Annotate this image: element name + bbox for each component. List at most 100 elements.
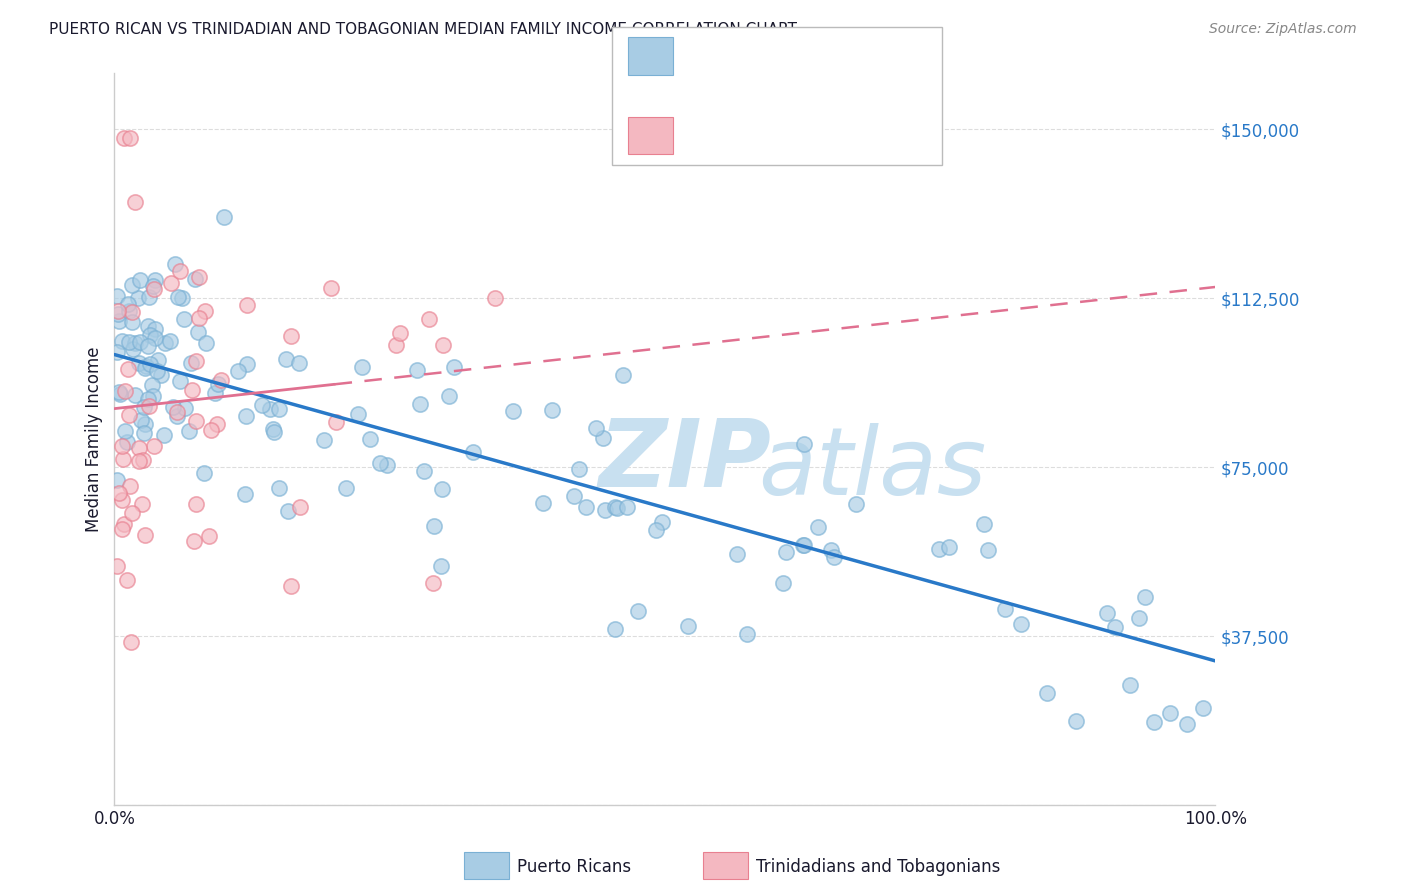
Point — [347, 407, 370, 421]
Point — [107, 473, 129, 487]
Point — [169, 264, 191, 278]
Point — [1010, 617, 1032, 632]
Point — [107, 303, 129, 318]
Point — [775, 545, 797, 559]
Point — [319, 280, 342, 294]
Point — [108, 485, 131, 500]
Point — [143, 331, 166, 345]
Point — [173, 312, 195, 326]
Point — [1097, 606, 1119, 620]
Point — [121, 277, 143, 292]
Point — [184, 497, 207, 511]
Point — [121, 315, 143, 329]
Point — [105, 558, 128, 573]
Point — [142, 279, 165, 293]
Point — [129, 413, 152, 427]
Point — [159, 334, 181, 348]
Point — [174, 401, 197, 415]
Point — [183, 533, 205, 548]
Point — [108, 387, 131, 401]
Point — [443, 360, 465, 375]
Point — [105, 344, 128, 359]
Point — [209, 373, 232, 387]
Point — [143, 282, 166, 296]
Point — [212, 211, 235, 225]
Point — [807, 520, 830, 534]
Point — [204, 385, 226, 400]
Point — [603, 622, 626, 636]
Point — [593, 502, 616, 516]
Point — [128, 273, 150, 287]
Text: R =  0.090: R = 0.090 — [688, 127, 783, 145]
Point — [115, 435, 138, 450]
Point — [136, 392, 159, 406]
Point — [165, 257, 187, 271]
Point — [1119, 677, 1142, 691]
Point — [627, 605, 650, 619]
Point — [418, 311, 440, 326]
Point — [148, 352, 170, 367]
Point — [267, 481, 290, 495]
Point — [737, 627, 759, 641]
Point — [187, 269, 209, 284]
Point — [128, 453, 150, 467]
Point — [138, 290, 160, 304]
Point — [198, 529, 221, 543]
Point — [132, 425, 155, 440]
Point — [259, 402, 281, 417]
Point — [1159, 706, 1181, 720]
Point — [124, 335, 146, 350]
Point — [288, 500, 311, 514]
Point — [180, 356, 202, 370]
Point — [389, 326, 412, 340]
Point — [616, 500, 638, 515]
Point — [124, 388, 146, 402]
Point — [111, 493, 134, 508]
Point — [142, 439, 165, 453]
Point — [484, 291, 506, 305]
Point — [162, 400, 184, 414]
Point — [120, 634, 142, 648]
Point — [1064, 714, 1087, 728]
Point — [263, 425, 285, 440]
Point — [166, 290, 188, 304]
Point — [136, 319, 159, 334]
Point — [117, 362, 139, 376]
Point — [269, 402, 291, 417]
Point — [181, 383, 204, 397]
Point — [430, 558, 453, 573]
Point — [177, 424, 200, 438]
Point — [406, 363, 429, 377]
Point — [124, 194, 146, 209]
Point — [112, 516, 135, 531]
Point — [136, 339, 159, 353]
Point — [193, 466, 215, 480]
Point — [325, 415, 347, 429]
Point — [1133, 590, 1156, 604]
Point — [235, 409, 257, 424]
Text: N =  54: N = 54 — [839, 127, 912, 145]
Text: Puerto Ricans: Puerto Ricans — [517, 858, 631, 876]
Point — [142, 389, 165, 403]
Text: ZIP: ZIP — [599, 415, 772, 507]
Point — [1128, 610, 1150, 624]
Point — [111, 334, 134, 348]
Point — [143, 273, 166, 287]
Point — [277, 504, 299, 518]
Point — [288, 356, 311, 370]
Point — [166, 405, 188, 419]
Point — [368, 456, 391, 470]
Point — [134, 417, 156, 431]
Point — [153, 428, 176, 442]
Point — [262, 422, 284, 436]
Point — [678, 619, 700, 633]
Point — [186, 354, 208, 368]
Point — [1143, 715, 1166, 730]
Point — [651, 515, 673, 529]
Point — [194, 304, 217, 318]
Point — [1035, 685, 1057, 699]
Point — [134, 527, 156, 541]
Point — [772, 576, 794, 591]
Point — [128, 441, 150, 455]
Point — [335, 481, 357, 495]
